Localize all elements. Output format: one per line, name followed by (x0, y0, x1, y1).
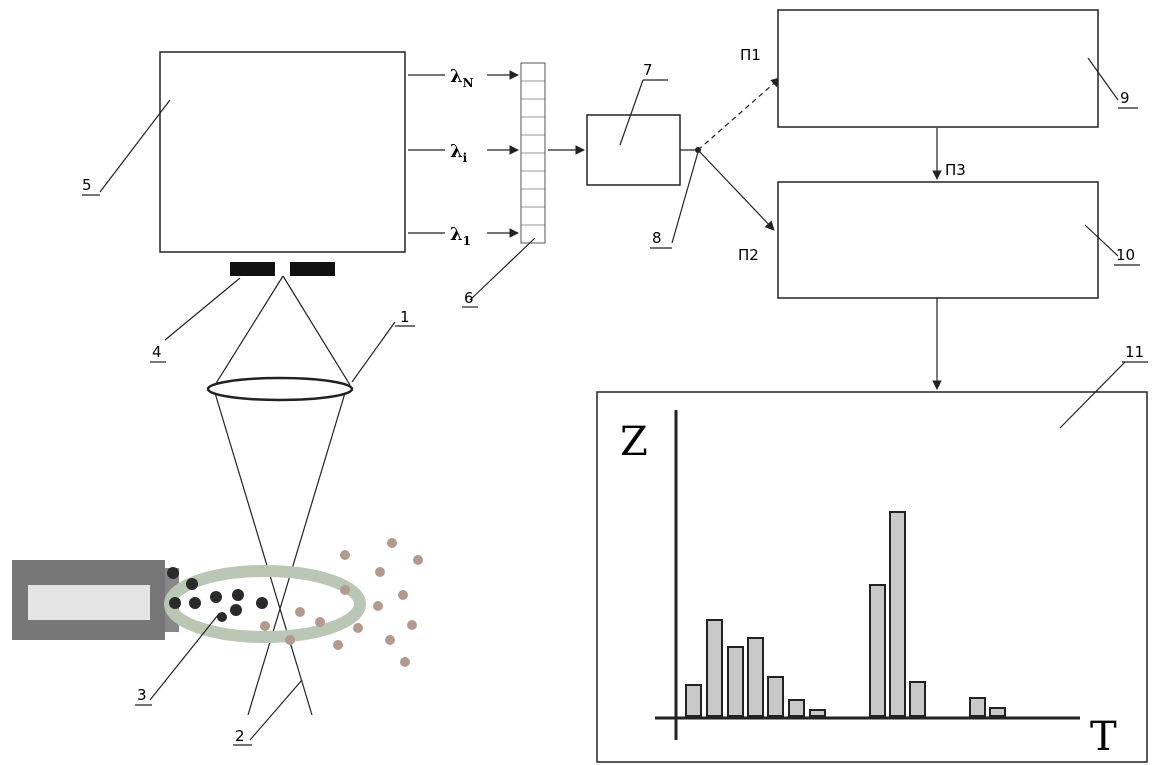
dashed-arrow (698, 78, 780, 150)
label-8: 8 (652, 229, 662, 247)
label-7: 7 (643, 61, 653, 79)
analysis-box (778, 182, 1098, 298)
plot-x-label: T (1090, 714, 1117, 760)
spectrometer-box (160, 52, 405, 252)
label-1: 1 (400, 308, 410, 326)
slit-left (230, 262, 275, 276)
label-5: 5 (82, 176, 92, 194)
leader (470, 238, 535, 300)
lens (208, 378, 352, 400)
path-p3: П3 (945, 161, 966, 179)
path-p1: П1 (740, 46, 761, 64)
arrow (698, 150, 774, 230)
plot-y-label: Z (620, 419, 648, 465)
path-p2: П2 (738, 246, 759, 264)
label-2: 2 (235, 727, 245, 745)
label-6: 6 (464, 289, 474, 307)
leader (165, 278, 240, 340)
label-4: 4 (152, 343, 162, 361)
leader (250, 680, 302, 740)
leader (352, 322, 395, 382)
memory-box (778, 10, 1098, 127)
processor-box (587, 115, 680, 185)
detector-array (521, 63, 545, 243)
particles-light (260, 538, 423, 667)
diagram: 5 λN λi λ1 6 7 8 П1 П2 9 П3 10 11 Z T 4 … (0, 0, 1157, 765)
burner-window (28, 585, 150, 620)
label-9: 9 (1120, 89, 1130, 107)
slit-right (290, 262, 335, 276)
light-rays (215, 276, 350, 715)
label-3: 3 (137, 686, 147, 704)
label-10: 10 (1116, 246, 1135, 264)
label-11: 11 (1125, 343, 1144, 361)
